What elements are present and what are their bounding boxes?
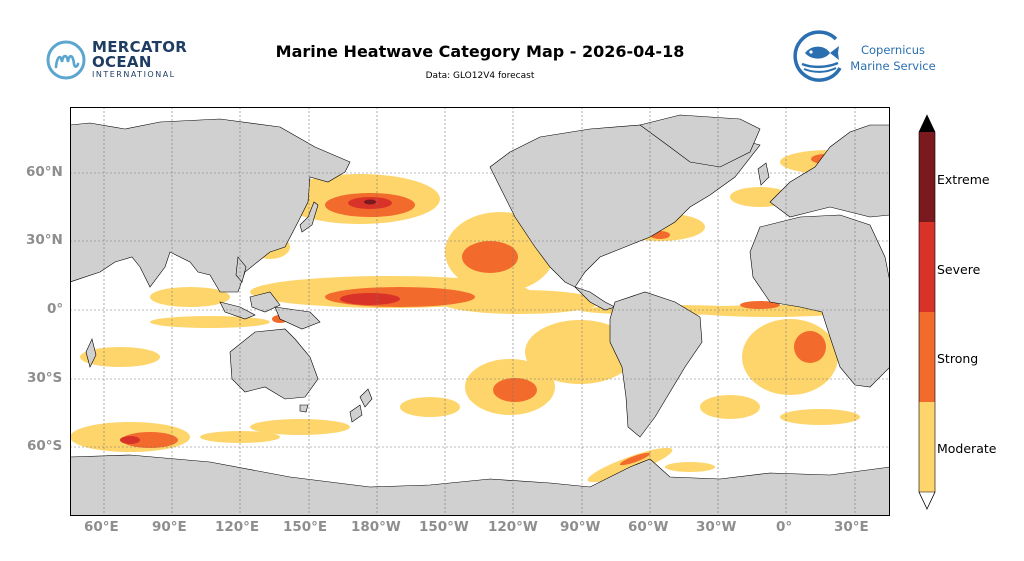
legend-label-severe: Severe — [937, 262, 981, 277]
heatwave-colorbar — [918, 114, 936, 510]
lon-label-30w: 30°W — [696, 519, 737, 535]
lat-label-60n: 60°N — [26, 164, 63, 180]
lon-label-150e: 150°E — [283, 519, 328, 535]
legend-label-strong: Strong — [937, 351, 979, 366]
colorbar-strong — [919, 312, 935, 402]
lon-label-180w: 180°W — [351, 519, 401, 535]
lon-label-90e: 90°E — [152, 519, 187, 535]
colorbar-extreme — [919, 132, 935, 222]
logo-line-3: INTERNATIONAL — [92, 70, 176, 79]
heatwave-map — [70, 107, 890, 516]
logo-line-1: MERCATOR — [92, 38, 188, 56]
lon-label-150w: 150°W — [419, 519, 469, 535]
lon-label-120w: 120°W — [488, 519, 538, 535]
lat-label-60s: 60°S — [27, 438, 63, 454]
logo-line-2: Marine Service — [850, 59, 936, 73]
colorbar-severe — [919, 222, 935, 312]
colorbar-moderate — [919, 402, 935, 492]
map-title: Marine Heatwave Category Map - 2026-04-1… — [275, 42, 685, 61]
map-subtitle: Data: GLO12V4 forecast — [425, 71, 535, 81]
legend-label-extreme: Extreme — [937, 172, 990, 187]
map-frame — [70, 107, 890, 516]
logo-line-2: OCEAN — [92, 53, 152, 71]
legend-label-moderate: Moderate — [937, 441, 997, 456]
lat-label-30s: 30°S — [27, 370, 63, 386]
colorbar-lower-extension — [918, 491, 936, 510]
mercator-ocean-logo: MERCATOR OCEAN INTERNATIONAL — [46, 38, 216, 84]
logo-line-1: Copernicus — [860, 43, 926, 57]
lon-label-60w: 60°W — [628, 519, 669, 535]
lon-label-0: 0° — [776, 519, 793, 535]
lon-label-30e: 30°E — [834, 519, 869, 535]
fish-logo-icon — [793, 30, 842, 82]
lat-label-30n: 30°N — [26, 232, 63, 248]
lon-label-90w: 90°W — [560, 519, 601, 535]
colorbar-upper-extension — [919, 115, 935, 132]
lon-label-60e: 60°E — [84, 519, 119, 535]
extreme-patches — [364, 199, 376, 205]
graticule — [70, 107, 890, 516]
land — [70, 114, 890, 516]
lon-label-120e: 120°E — [215, 519, 260, 535]
mercator-m-icon — [46, 40, 86, 80]
copernicus-logo: Copernicus Marine Service — [792, 30, 942, 84]
lat-label-0: 0° — [47, 301, 64, 317]
